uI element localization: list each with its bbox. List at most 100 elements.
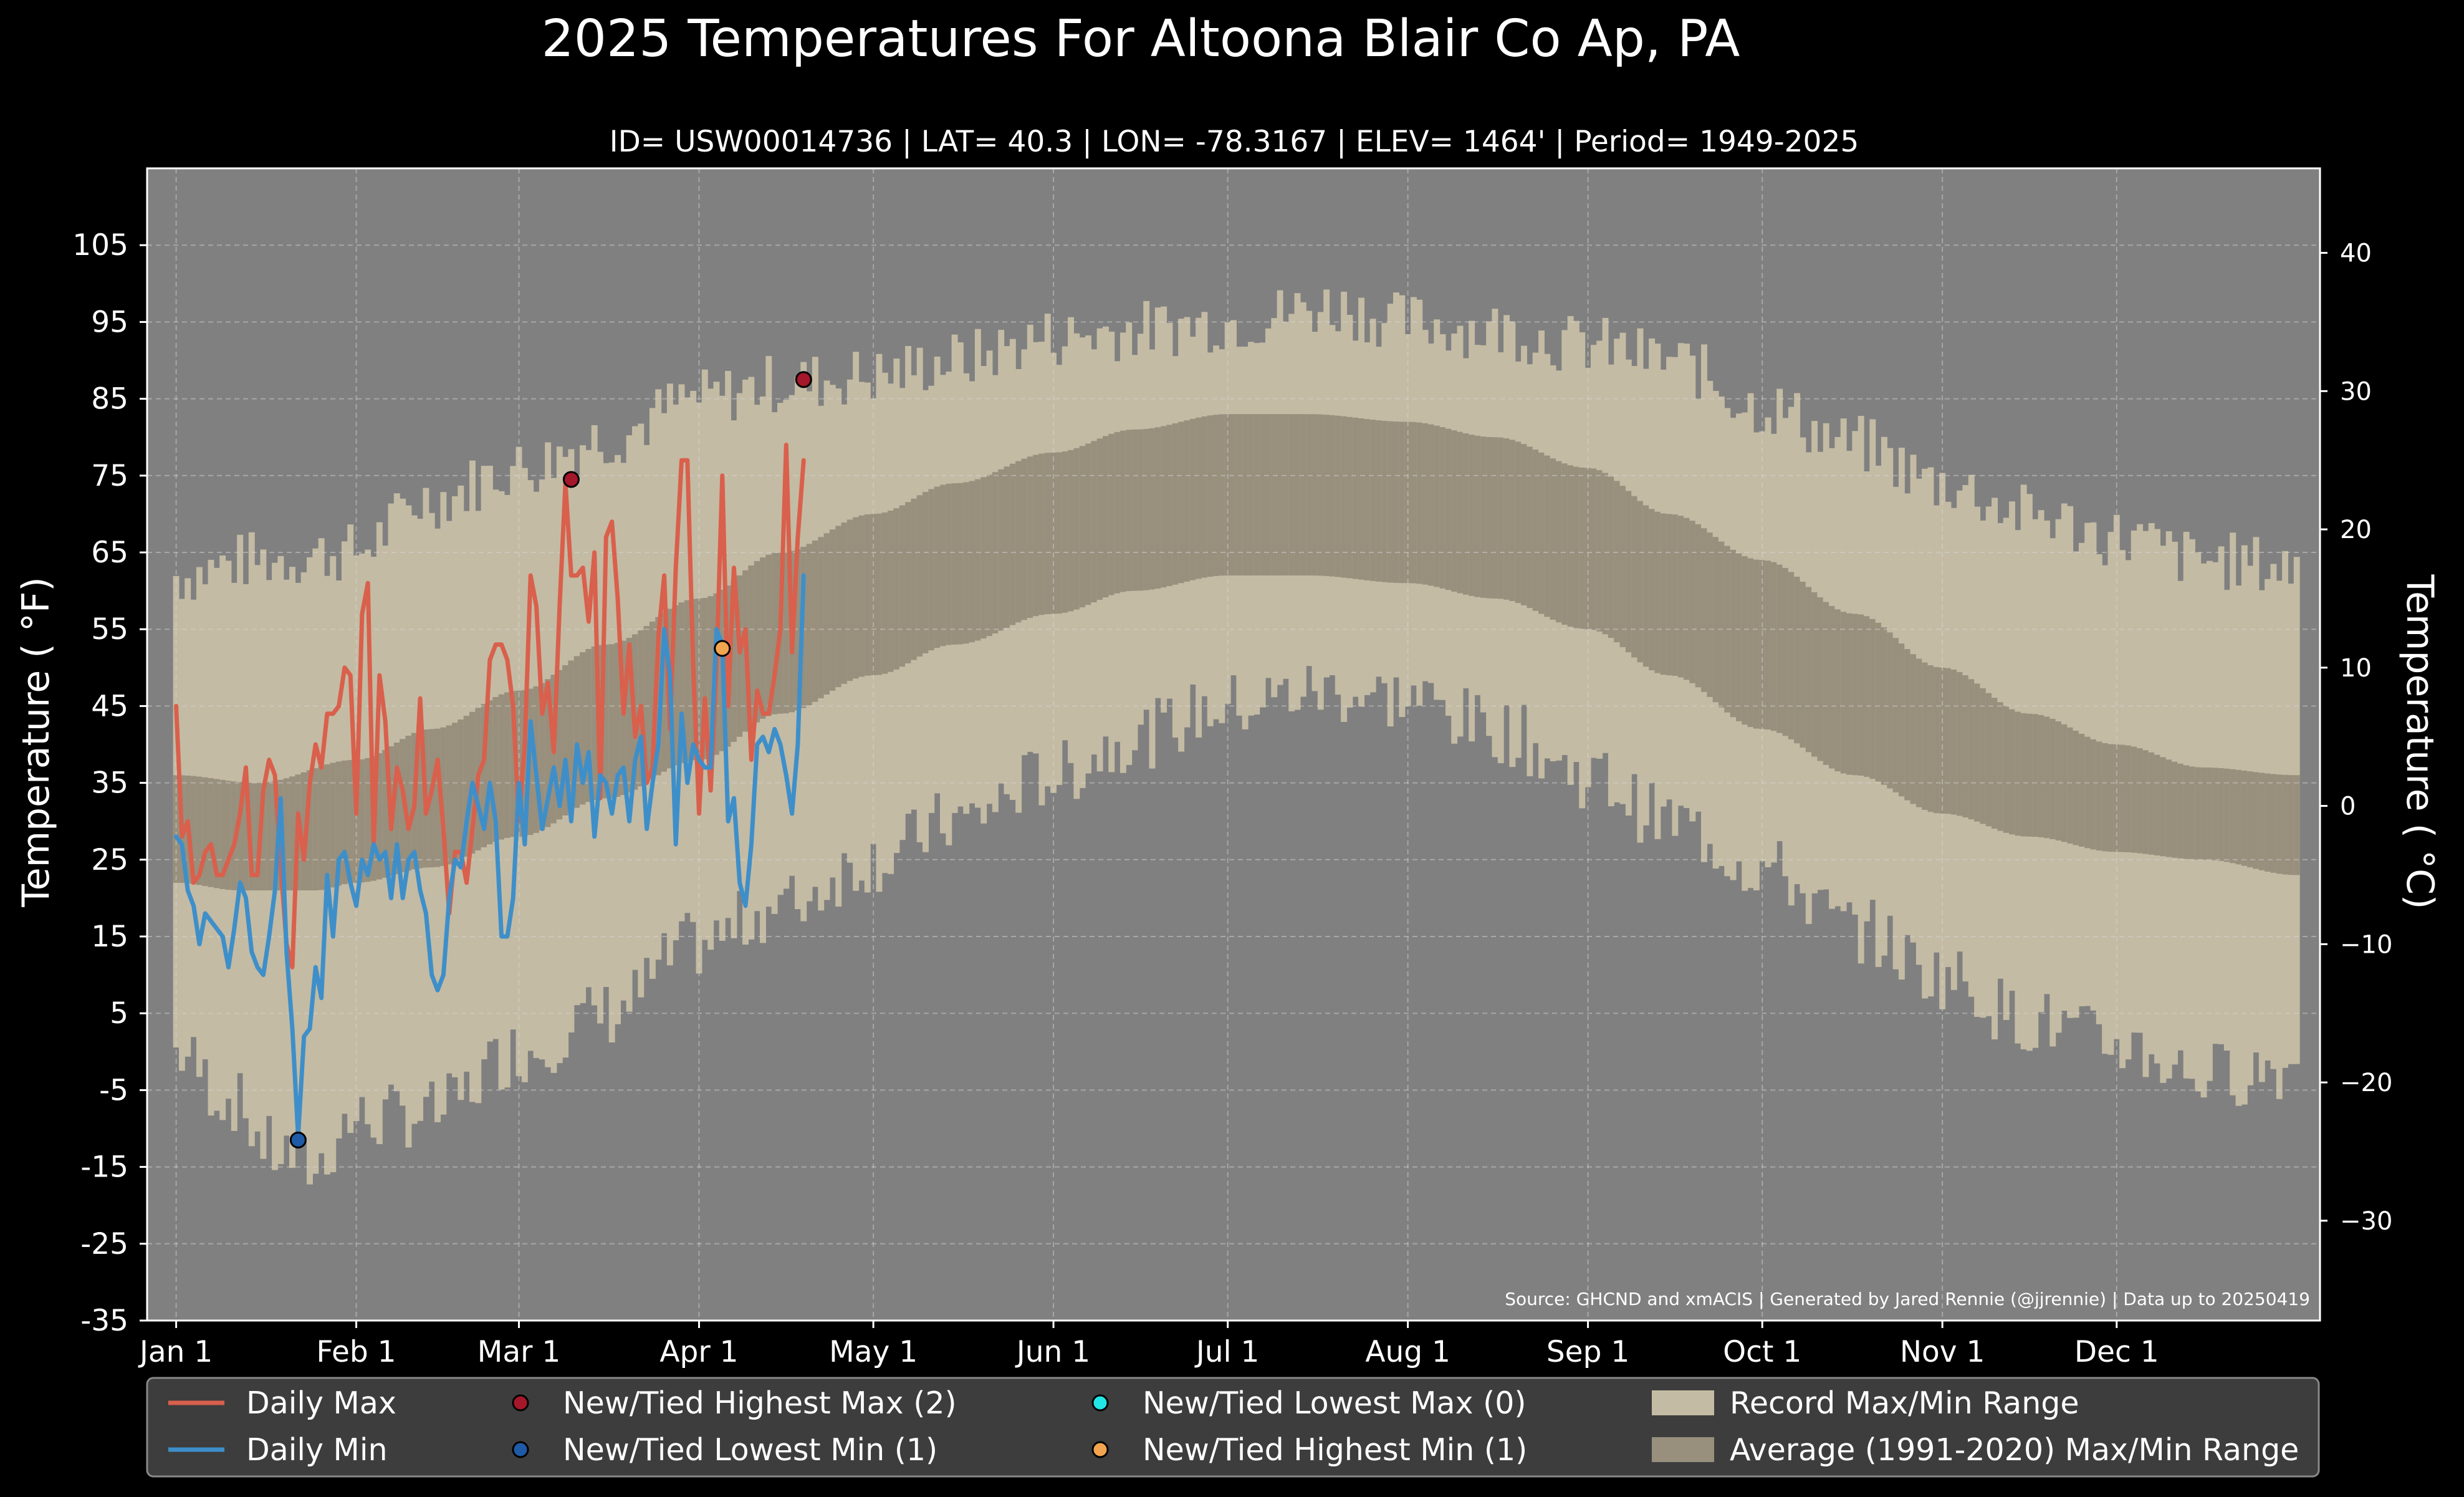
normal-range-bar <box>2026 713 2033 837</box>
normal-range-bar <box>1445 428 1452 590</box>
normal-range-bar <box>1550 458 1556 620</box>
normal-range-bar <box>417 731 424 869</box>
normal-range-bar <box>2177 763 2184 859</box>
normal-range-bar <box>2276 774 2283 874</box>
normal-range-bar <box>1834 609 1841 772</box>
normal-range-bar <box>1073 448 1080 610</box>
legend-label: New/Tied Highest Max (2) <box>563 1385 957 1421</box>
normal-range-bar <box>2247 771 2254 868</box>
x-tick-label: Sep 1 <box>1546 1335 1629 1369</box>
normal-range-bar <box>358 759 365 883</box>
normal-range-bar <box>2038 715 2045 837</box>
normal-range-bar <box>2195 767 2202 860</box>
normal-range-bar <box>1096 438 1103 600</box>
normal-range-bar <box>911 498 918 660</box>
legend-box <box>146 1377 2320 1478</box>
normal-range-bar <box>888 511 894 672</box>
normal-range-bar <box>1997 702 2004 831</box>
y-tick-label: 35 <box>91 766 128 801</box>
normal-range-bar <box>1469 435 1475 596</box>
normal-range-bar <box>1102 436 1109 598</box>
normal-range-bar <box>347 759 354 883</box>
legend-swatch <box>1652 1390 1714 1415</box>
normal-range-bar <box>1172 423 1179 585</box>
normal-range-bar <box>219 779 226 889</box>
normal-range-bar <box>1381 420 1388 582</box>
normal-range-bar <box>603 644 610 799</box>
chart-subtitle: ID= USW00014736 | LAT= 40.3 | LON= -78.3… <box>610 125 1859 159</box>
normal-range-bar <box>1462 433 1469 595</box>
normal-range-bar <box>272 781 279 891</box>
normal-range-bar <box>208 778 214 887</box>
normal-range-bar <box>1306 414 1313 575</box>
normal-range-bar <box>1701 528 1707 692</box>
normal-range-bar <box>1695 524 1702 688</box>
normal-range-bar <box>1271 414 1278 575</box>
normal-range-bar <box>765 554 772 716</box>
normal-range-bar <box>673 605 679 766</box>
y2-tick-label: 20 <box>2340 516 2372 544</box>
y-tick-label: 5 <box>110 996 128 1031</box>
normal-range-bar <box>1811 592 1818 757</box>
normal-range-bar <box>2090 739 2097 850</box>
normal-range-bar <box>545 679 552 827</box>
record-marker <box>562 471 580 488</box>
normal-range-bar <box>2154 754 2160 855</box>
normal-range-bar <box>1056 452 1063 614</box>
y-tick-label: 25 <box>91 843 128 877</box>
normal-range-bar <box>1369 420 1376 581</box>
normal-range-bar <box>835 526 842 688</box>
normal-range-bar <box>1747 558 1754 728</box>
normal-range-bar <box>1317 414 1324 576</box>
normal-range-bar <box>382 749 389 878</box>
normal-range-bar <box>225 781 232 890</box>
normal-range-bar <box>1451 430 1458 592</box>
normal-range-bar <box>707 596 714 758</box>
normal-range-bar <box>1062 451 1068 613</box>
normal-range-bar <box>1823 602 1829 765</box>
normal-range-bar <box>1213 415 1219 576</box>
normal-range-bar <box>2258 773 2265 870</box>
normal-range-bar <box>1898 643 1905 797</box>
normal-range-bar <box>1410 421 1417 584</box>
normal-range-bar <box>1131 429 1138 591</box>
normal-range-bar <box>1922 662 1929 810</box>
y-axis-label: Temperature ( °F) <box>14 577 58 908</box>
normal-range-bar <box>580 652 587 805</box>
x-tick-label: Jan 1 <box>138 1335 213 1369</box>
normal-range-bar <box>1875 622 1882 782</box>
normal-range-bar <box>1788 572 1795 739</box>
normal-range-bar <box>1480 436 1487 598</box>
normal-range-bar <box>2206 768 2213 860</box>
y-tick-label: -5 <box>99 1073 128 1107</box>
normal-range-bar <box>1027 456 1033 618</box>
normal-range-bar <box>1224 414 1231 575</box>
normal-range-bar <box>2235 769 2242 865</box>
normal-range-bar <box>1503 438 1510 600</box>
normal-range-bar <box>2212 768 2219 860</box>
source-note: Source: GHCND and xmACIS | Generated by … <box>1505 1289 2310 1309</box>
normal-range-bar <box>1399 421 1406 584</box>
y-tick-label: 55 <box>91 612 128 647</box>
normal-range-bar <box>1864 616 1870 777</box>
chart-title: 2025 Temperatures For Altoona Blair Co A… <box>542 9 1740 69</box>
y-axis-right: 40 30 20 10 0 −10 −20 −30 <box>2320 239 2392 1236</box>
normal-range-bar <box>585 648 592 802</box>
y2-tick-label: 30 <box>2340 377 2372 406</box>
normal-range-bar <box>1230 414 1237 575</box>
normal-range-bar <box>1004 466 1010 628</box>
normal-range-bar <box>2172 761 2178 858</box>
normal-range-bar <box>957 483 964 645</box>
normal-range-bar <box>1114 431 1121 594</box>
normal-range-bar <box>1346 416 1353 579</box>
x-tick-label: Jun 1 <box>1015 1335 1090 1369</box>
normal-range-bar <box>2096 741 2102 851</box>
daily-max-line <box>174 443 806 970</box>
normal-range-bar <box>754 561 760 723</box>
normal-range-bar <box>1724 546 1731 713</box>
normal-range-bar <box>1619 486 1626 647</box>
normal-range-bar <box>289 776 295 891</box>
normal-range-bar <box>1178 421 1185 584</box>
normal-range-bar <box>2055 721 2062 840</box>
x-tick-label: Feb 1 <box>317 1335 396 1369</box>
